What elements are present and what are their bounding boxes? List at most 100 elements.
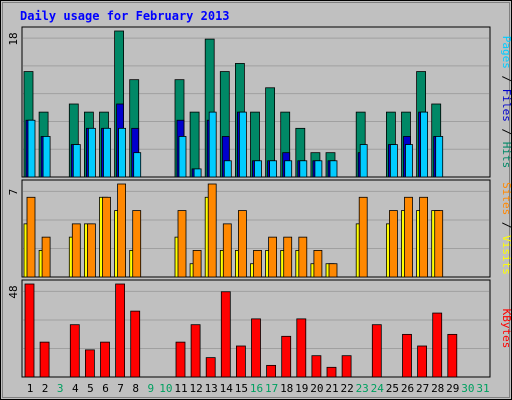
- bar-kbytes-day-17: [266, 364, 277, 378]
- panel-kbytes: 48 KBytes: [7, 279, 512, 378]
- bar-sites-day-15: [237, 210, 247, 278]
- x-tick-label-day-17: 17: [265, 382, 278, 395]
- x-tick-label-day-13: 13: [205, 382, 218, 395]
- bar-sites-day-21: [328, 263, 338, 278]
- panel-kbytes-series-label: KBytes: [500, 309, 512, 349]
- bar-pages-day-1: [27, 119, 36, 178]
- x-tick-label-day-7: 7: [117, 382, 124, 395]
- bar-kbytes-day-12: [190, 324, 201, 378]
- bar-pages-day-25: [389, 144, 398, 178]
- bar-pages-day-2: [42, 136, 51, 178]
- bar-kbytes-day-5: [85, 349, 95, 378]
- bar-kbytes-day-15: [235, 345, 246, 378]
- series-label-part: KBytes: [500, 309, 512, 349]
- x-tick-label-day-15: 15: [235, 382, 248, 395]
- x-tick-label-day-29: 29: [446, 382, 459, 395]
- panel-visits-ymax-label: 7: [7, 189, 20, 196]
- panel-hits: 18 Pages / Files / Hits: [7, 26, 512, 178]
- bar-pages-day-21: [329, 160, 338, 178]
- bar-kbytes-day-1: [24, 283, 35, 378]
- bar-pages-day-28: [435, 136, 444, 178]
- bar-pages-day-16: [254, 160, 262, 178]
- bar-hits-day-12: [189, 111, 200, 178]
- bar-pages-day-8: [133, 152, 142, 178]
- series-label-part: Hits: [500, 142, 512, 169]
- panel-kbytes-ymax-label: 48: [7, 285, 20, 298]
- bar-kbytes-day-18: [281, 335, 292, 378]
- x-tick-label-day-24: 24: [371, 382, 385, 395]
- chart-title: Daily usage for February 2013: [20, 9, 230, 23]
- x-tick-label-day-30: 30: [461, 382, 474, 395]
- bar-kbytes-day-22: [341, 355, 352, 378]
- bar-sites-day-13: [207, 183, 217, 278]
- x-tick-label-day-5: 5: [87, 382, 94, 395]
- x-tick-label-day-16: 16: [250, 382, 263, 395]
- bar-kbytes-day-8: [130, 310, 141, 378]
- bar-sites-day-5: [87, 223, 96, 278]
- bar-sites-day-12: [192, 250, 202, 278]
- bar-sites-day-27: [419, 196, 429, 278]
- series-label-part: /: [500, 122, 512, 142]
- x-tick-label-day-10: 10: [159, 382, 172, 395]
- x-tick-label-day-19: 19: [295, 382, 308, 395]
- bar-pages-day-7: [118, 127, 126, 178]
- bar-sites-day-11: [177, 210, 187, 278]
- panel-visits: 7 Sites / Visits: [7, 179, 512, 278]
- bar-pages-day-23: [359, 144, 368, 178]
- panel-visits-series-label: Sites / Visits: [500, 182, 512, 275]
- bar-sites-day-6: [102, 196, 111, 278]
- x-tick-label-day-14: 14: [220, 382, 234, 395]
- x-tick-label-day-28: 28: [431, 382, 444, 395]
- bar-kbytes-day-24: [371, 324, 382, 378]
- panel-hits-series-label: Pages / Files / Hits: [500, 36, 512, 169]
- bar-sites-day-25: [388, 210, 398, 278]
- bar-sites-day-18: [283, 236, 293, 278]
- bar-sites-day-4: [71, 223, 81, 278]
- bar-kbytes-day-13: [205, 357, 216, 378]
- bar-sites-day-2: [41, 236, 51, 278]
- series-label-part: Visits: [500, 235, 512, 275]
- x-axis: 1 2 3 4 5 6 7 8 9 10 11 12 13 14 15 16 17 18 19 20 21 22 23 24 2…: [27, 382, 490, 395]
- series-label-part: /: [500, 215, 512, 235]
- bar-sites-day-23: [358, 196, 368, 278]
- series-label-part: Sites: [500, 182, 512, 215]
- x-tick-label-day-4: 4: [72, 382, 79, 395]
- bar-sites-day-7: [117, 183, 126, 278]
- x-tick-label-day-27: 27: [416, 382, 429, 395]
- x-tick-label-day-1: 1: [27, 382, 34, 395]
- bar-kbytes-day-14: [220, 291, 231, 378]
- bar-kbytes-day-2: [39, 341, 50, 378]
- series-label-part: Pages: [500, 36, 512, 69]
- x-tick-label-day-6: 6: [102, 382, 109, 395]
- bar-kbytes-day-29: [447, 333, 458, 378]
- bar-pages-day-27: [420, 111, 429, 178]
- bar-pages-day-26: [405, 144, 413, 178]
- bar-sites-day-16: [253, 250, 262, 278]
- bar-sites-day-28: [434, 210, 444, 278]
- bar-pages-day-4: [72, 144, 81, 178]
- bar-kbytes-day-28: [432, 312, 443, 378]
- bar-kbytes-day-6: [100, 341, 110, 378]
- series-label-part: /: [500, 69, 512, 89]
- bar-kbytes-day-20: [311, 355, 322, 378]
- x-tick-label-day-22: 22: [340, 382, 353, 395]
- x-tick-label-day-20: 20: [310, 382, 323, 395]
- bar-sites-day-14: [222, 223, 232, 278]
- x-tick-label-day-3: 3: [57, 382, 64, 395]
- panels-layer: 18 Pages / Files / Hits 7 Sites / Visits 48 K…: [7, 26, 512, 378]
- bar-kbytes-day-19: [296, 318, 307, 378]
- bar-pages-day-19: [299, 160, 308, 178]
- bar-pages-day-14: [223, 160, 232, 178]
- x-tick-label-day-9: 9: [147, 382, 154, 395]
- bar-pages-day-12: [193, 168, 202, 178]
- bar-pages-day-6: [103, 127, 111, 178]
- series-label-part: Files: [500, 89, 512, 122]
- x-tick-label-day-26: 26: [401, 382, 414, 395]
- x-tick-label-day-21: 21: [325, 382, 338, 395]
- bar-sites-day-17: [268, 236, 278, 278]
- bar-sites-day-1: [26, 196, 36, 278]
- bar-sites-day-20: [313, 250, 323, 278]
- x-tick-label-day-18: 18: [280, 382, 293, 395]
- x-tick-label-day-12: 12: [189, 382, 202, 395]
